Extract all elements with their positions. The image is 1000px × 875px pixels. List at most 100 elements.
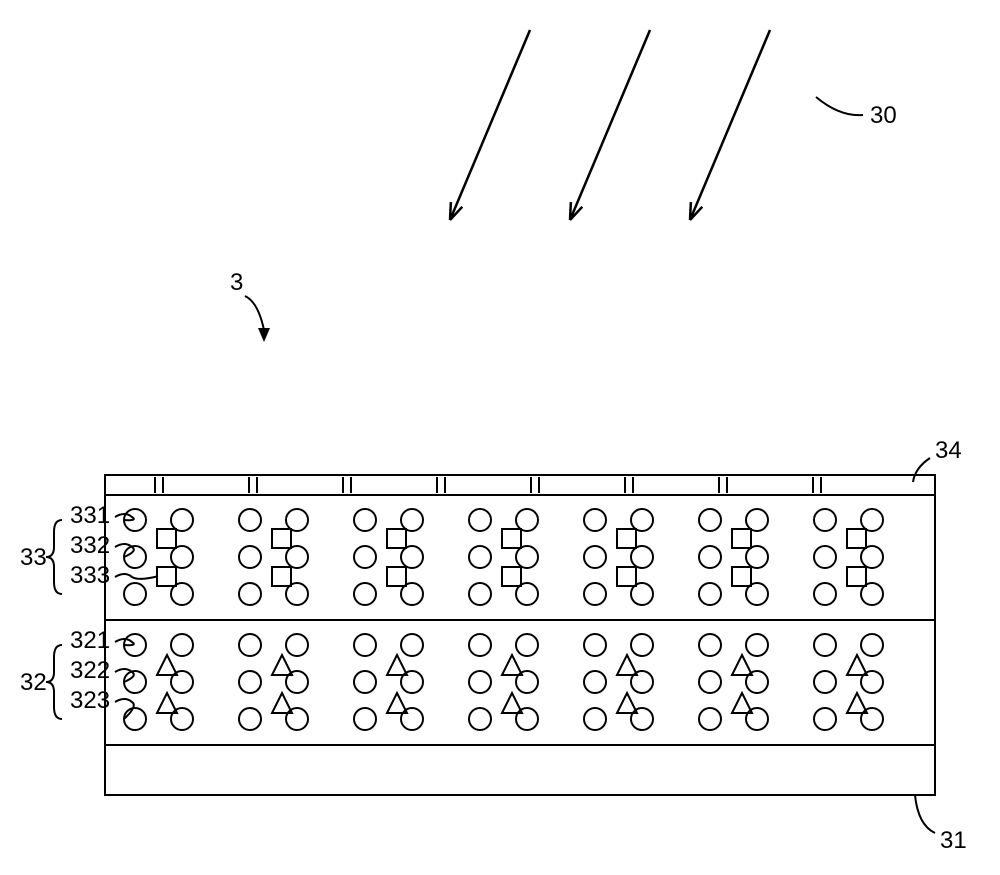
particle-square (387, 567, 406, 586)
particle-circle (814, 546, 836, 568)
particle-circle (631, 708, 653, 730)
particle-square (847, 567, 866, 586)
particle-triangle (157, 693, 177, 713)
particle-circle (469, 546, 491, 568)
particle-square (732, 529, 751, 548)
particle-triangle (502, 655, 522, 675)
particle-circle (124, 708, 146, 730)
particle-square (502, 529, 521, 548)
outer-frame (105, 475, 935, 795)
particle-circle (354, 509, 376, 531)
particle-circle (124, 583, 146, 605)
particle-circle (286, 708, 308, 730)
particle-circle (699, 509, 721, 531)
particle-circle (584, 509, 606, 531)
particle-circle (699, 708, 721, 730)
particle-triangle (732, 655, 752, 675)
particle-circle (631, 634, 653, 656)
particle-triangle (272, 655, 292, 675)
leader-curve-34 (913, 458, 930, 482)
particle-triangle (617, 655, 637, 675)
label-top-electrode: 34 (935, 437, 962, 464)
leader-wavy (115, 574, 157, 579)
particle-circle (584, 671, 606, 693)
particle-circle (699, 583, 721, 605)
incident-arrow (450, 30, 530, 220)
particle-circle (631, 509, 653, 531)
particle-circle (814, 583, 836, 605)
particle-square (157, 567, 176, 586)
label-layer: 33 (20, 544, 47, 571)
particle-circle (239, 583, 261, 605)
particle-circle (516, 634, 538, 656)
particle-circle (746, 546, 768, 568)
particle-circle (861, 546, 883, 568)
arrowhead (570, 202, 571, 220)
incident-arrow (570, 30, 650, 220)
particle-circle (239, 634, 261, 656)
particle-triangle (847, 693, 867, 713)
particle-square (272, 567, 291, 586)
particle-circle (699, 634, 721, 656)
assembly-arrowhead (258, 328, 270, 342)
particle-circle (584, 583, 606, 605)
particle-triangle (387, 655, 407, 675)
arrowhead (450, 202, 451, 220)
particle-circle (401, 546, 423, 568)
label-assembly: 3 (230, 269, 243, 296)
particle-triangle (272, 693, 292, 713)
particle-square (617, 529, 636, 548)
particle-circle (286, 634, 308, 656)
particle-circle (814, 634, 836, 656)
particle-triangle (732, 693, 752, 713)
particle-circle (469, 671, 491, 693)
particle-circle (861, 708, 883, 730)
particle-circle (746, 708, 768, 730)
particle-triangle (617, 693, 637, 713)
particle-circle (354, 671, 376, 693)
particle-circle (516, 546, 538, 568)
particle-circle (286, 546, 308, 568)
particle-circle (401, 708, 423, 730)
label-arrows: 30 (870, 102, 897, 129)
bracket (46, 645, 62, 719)
sublabel: 332 (70, 532, 110, 559)
particle-circle (401, 509, 423, 531)
particle-triangle (387, 693, 407, 713)
particle-circle (469, 583, 491, 605)
diagram-canvas: 30334313332331332333321322323 (0, 0, 1000, 875)
particle-circle (746, 634, 768, 656)
sublabel: 323 (70, 687, 110, 714)
particle-circle (171, 546, 193, 568)
particle-circle (469, 509, 491, 531)
particle-circle (124, 671, 146, 693)
particle-circle (286, 509, 308, 531)
bracket (46, 520, 62, 594)
particle-circle (239, 546, 261, 568)
sublabel: 331 (70, 502, 110, 529)
particle-circle (814, 708, 836, 730)
incident-arrow (690, 30, 770, 220)
particle-circle (584, 708, 606, 730)
particle-circle (814, 509, 836, 531)
leader-curve-assembly (245, 296, 264, 330)
particle-circle (171, 634, 193, 656)
particle-circle (239, 509, 261, 531)
particle-square (617, 567, 636, 586)
particle-circle (699, 546, 721, 568)
label-substrate: 31 (940, 827, 967, 854)
sublabel: 321 (70, 627, 110, 654)
particle-circle (584, 546, 606, 568)
particle-circle (814, 671, 836, 693)
particle-circle (584, 634, 606, 656)
particle-circle (861, 509, 883, 531)
particle-circle (699, 671, 721, 693)
particle-circle (861, 634, 883, 656)
diagram-svg: 30334313332331332333321322323 (0, 0, 1000, 875)
sublabel: 333 (70, 562, 110, 589)
leader-curve-arrows (816, 97, 863, 115)
particle-circle (469, 634, 491, 656)
particle-circle (401, 634, 423, 656)
particle-square (272, 529, 291, 548)
particle-circle (746, 509, 768, 531)
